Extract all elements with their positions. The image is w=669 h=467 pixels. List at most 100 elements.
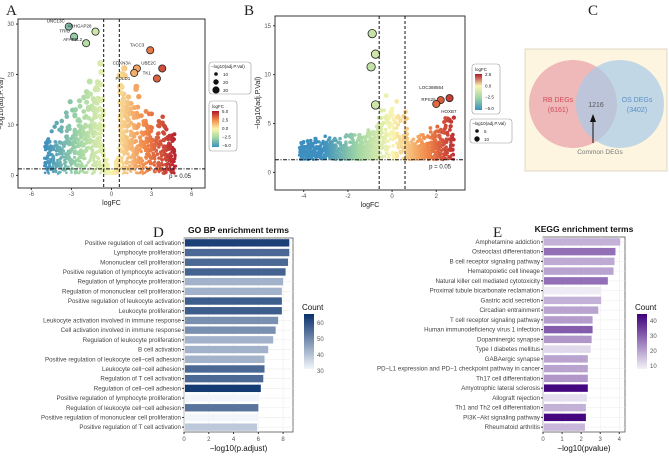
labeled-point [432, 99, 441, 108]
data-point [427, 141, 432, 146]
data-point [360, 149, 364, 154]
data-point [407, 145, 412, 149]
term-label: Mononuclear cell proliferation [100, 259, 181, 266]
data-point [79, 156, 83, 160]
data-point [133, 155, 137, 159]
venn-set-rb-count: (6161) [548, 107, 568, 114]
data-point [49, 129, 54, 134]
data-point [439, 152, 443, 156]
data-point [375, 133, 379, 138]
data-point [78, 133, 83, 138]
term-label: Dopaminergic synapse [477, 336, 540, 343]
data-point [58, 162, 62, 166]
data-point [430, 147, 434, 151]
term-label: Th1 and Th2 cell differentiation [455, 405, 540, 412]
data-point [358, 133, 362, 137]
data-point [393, 120, 398, 125]
bar [544, 257, 615, 266]
labeled-point [70, 32, 79, 41]
data-point [139, 130, 144, 135]
x-tick-label: 4 [618, 437, 622, 443]
data-point [134, 139, 139, 144]
data-point [421, 135, 426, 140]
data-point [149, 155, 153, 159]
data-point [134, 149, 138, 153]
x-tick-label: -2 [345, 194, 351, 200]
data-point [64, 128, 69, 134]
bar [544, 403, 586, 412]
data-point [390, 150, 394, 154]
data-point [405, 144, 409, 149]
x-tick-label: 0 [390, 194, 394, 200]
data-point [45, 139, 50, 144]
bar [185, 326, 276, 334]
term-label: Positive regulation of T cell activation [79, 424, 181, 431]
data-point [105, 158, 109, 162]
data-point [352, 144, 356, 148]
data-point [299, 146, 303, 151]
data-point [119, 101, 125, 107]
y-tick-label: 15 [264, 24, 271, 30]
data-point [435, 154, 439, 158]
data-point [128, 133, 133, 138]
venn-intersection: 1216 [588, 102, 604, 109]
data-point [164, 127, 169, 132]
term-label: Positive regulation of mononuclear cell … [41, 414, 182, 421]
data-point [388, 133, 392, 138]
data-point [61, 155, 65, 159]
data-point [159, 154, 164, 158]
data-point [138, 164, 142, 168]
data-point [379, 123, 384, 128]
data-point [387, 156, 390, 160]
labeled-point [91, 27, 100, 36]
data-point [367, 156, 371, 160]
data-point [404, 133, 409, 137]
data-point [394, 126, 399, 130]
data-point [54, 149, 59, 153]
data-point [125, 135, 130, 140]
data-point [161, 137, 166, 142]
data-point [139, 113, 144, 119]
data-point [357, 144, 362, 148]
data-point [431, 133, 436, 137]
data-point [306, 146, 311, 150]
term-label: PD−L1 expression and PD−1 checkpoint pat… [377, 366, 540, 373]
panel-label-b: B [244, 3, 254, 19]
data-point [423, 153, 427, 157]
data-point [325, 143, 329, 147]
data-point [46, 160, 50, 163]
bar [185, 268, 286, 276]
data-point [86, 124, 92, 129]
data-point [73, 145, 77, 150]
term-label: GABAergic synapse [485, 356, 541, 363]
data-point [79, 148, 83, 152]
data-point [50, 158, 55, 163]
size-legend-dot [213, 79, 219, 85]
x-axis-title: logFC [361, 202, 380, 209]
data-point [125, 94, 132, 100]
labeled-point [146, 46, 155, 55]
data-point [98, 144, 102, 148]
data-point [162, 153, 166, 157]
data-point [391, 131, 396, 136]
data-point [157, 160, 161, 164]
data-point [448, 124, 453, 129]
data-point [78, 163, 82, 167]
color-legend-value: 2.5 [485, 72, 492, 77]
term-label: Hematopoietic cell lineage [468, 268, 541, 275]
data-point [439, 148, 444, 153]
data-point [49, 147, 54, 151]
data-point [135, 124, 141, 129]
gene-label: AFAP1L2 [63, 37, 83, 42]
data-point [168, 144, 173, 148]
data-point [313, 154, 316, 158]
data-point [141, 167, 145, 171]
gene-label: HOXB7 [441, 109, 457, 114]
data-point [147, 153, 151, 157]
data-point [345, 133, 350, 138]
bar [544, 296, 602, 305]
data-point [135, 146, 139, 150]
data-point [166, 137, 171, 142]
data-point [360, 139, 364, 144]
color-legend-value: −5.0 [485, 106, 494, 111]
